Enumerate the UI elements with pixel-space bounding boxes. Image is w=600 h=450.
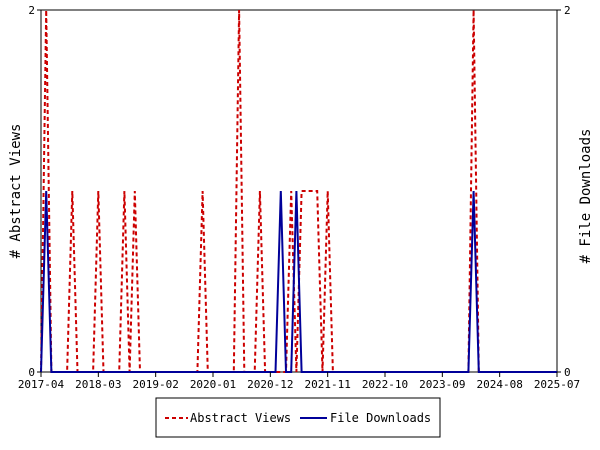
y-left-tick-label: 2 [28, 4, 35, 17]
legend-label-file-downloads: File Downloads [330, 411, 431, 425]
legend: Abstract Views File Downloads [155, 397, 441, 438]
legend-box [155, 397, 441, 438]
y-axis-right-title: # File Downloads [578, 129, 594, 264]
x-tick-label: 2022-10 [362, 378, 408, 391]
x-tick-label: 2017-04 [18, 378, 65, 391]
plot-area [40, 9, 558, 373]
plot-frame [40, 9, 558, 373]
x-tick-label: 2019-02 [132, 378, 178, 391]
x-tick-label: 2020-12 [247, 378, 293, 391]
x-tick-label: 2021-11 [304, 378, 350, 391]
x-tick-label: 2025-07 [534, 378, 580, 391]
x-tick-label: 2024-08 [476, 378, 522, 391]
legend-label-abstract-views: Abstract Views [190, 411, 291, 425]
y-left-tick-label: 0 [28, 366, 35, 379]
x-tick-label: 2023-09 [419, 378, 465, 391]
y-right-tick-label: 0 [564, 366, 571, 379]
axes: 2017-04 2018-03 2019-02 2020-01 2020-12 2021-… [18, 4, 580, 391]
y-right-tick-label: 2 [564, 4, 571, 17]
x-tick-label: 2020-01 [190, 378, 236, 391]
series-line-file-downloads [40, 190, 557, 373]
series-layer [40, 9, 557, 373]
x-tick-label: 2018-03 [75, 378, 121, 391]
y-axis-left-title: # Abstract Views [8, 124, 24, 259]
